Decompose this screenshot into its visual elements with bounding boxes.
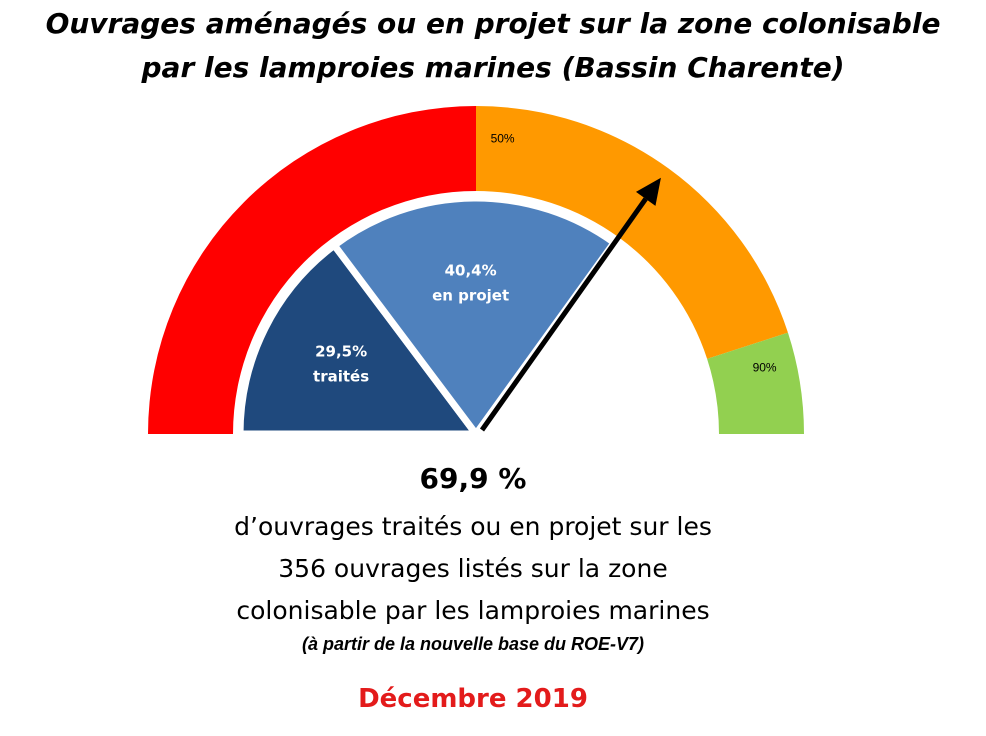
gauge-wedge-value-0: 29,5%: [315, 343, 367, 361]
source-note: (à partir de la nouvelle base du ROE-V7): [301, 634, 645, 654]
summary-line2: 356 ouvrages listés sur la zone: [278, 554, 668, 583]
gauge-wedge-1: [329, 194, 620, 440]
date-label: Décembre 2019: [358, 684, 588, 714]
summary-percent: 69,9 %: [419, 462, 527, 495]
gauge-needle-shaft: [479, 197, 648, 432]
gauge-wedge-0: [236, 240, 484, 438]
gauge-wedge-sublabel-1: en projet: [432, 287, 509, 305]
summary-line1: d’ouvrages traités ou en projet sur les: [234, 512, 712, 541]
chart-title-line2: par les lamproies marines (Bassin Charen…: [141, 51, 845, 84]
gauge-band-2: [707, 332, 804, 434]
gauge-wedge-value-1: 40,4%: [445, 262, 497, 280]
gauge-chart: 50% 90% 29,5% traités 40,4% en projet: [148, 106, 804, 440]
gauge-wedges: [236, 194, 620, 440]
gauge-band-label-2: 90%: [753, 360, 777, 374]
summary-line3: colonisable par les lamproies marines: [236, 596, 710, 625]
chart-title-line1: Ouvrages aménagés ou en projet sur la zo…: [45, 7, 941, 40]
gauge-band-label-1: 50%: [491, 131, 515, 145]
gauge-band-1: [476, 106, 788, 359]
gauge-needle: [479, 177, 661, 432]
gauge-labels: 50% 90% 29,5% traités 40,4% en projet: [313, 131, 777, 385]
gauge-band-0: [148, 106, 476, 434]
summary-description: d’ouvrages traités ou en projet sur les …: [0, 506, 946, 632]
chart-title: Ouvrages aménagés ou en projet sur la zo…: [0, 2, 986, 90]
gauge-bands: [148, 106, 804, 434]
gauge-needle-head: [635, 177, 661, 206]
gauge-wedge-sublabel-0: traités: [313, 368, 369, 386]
